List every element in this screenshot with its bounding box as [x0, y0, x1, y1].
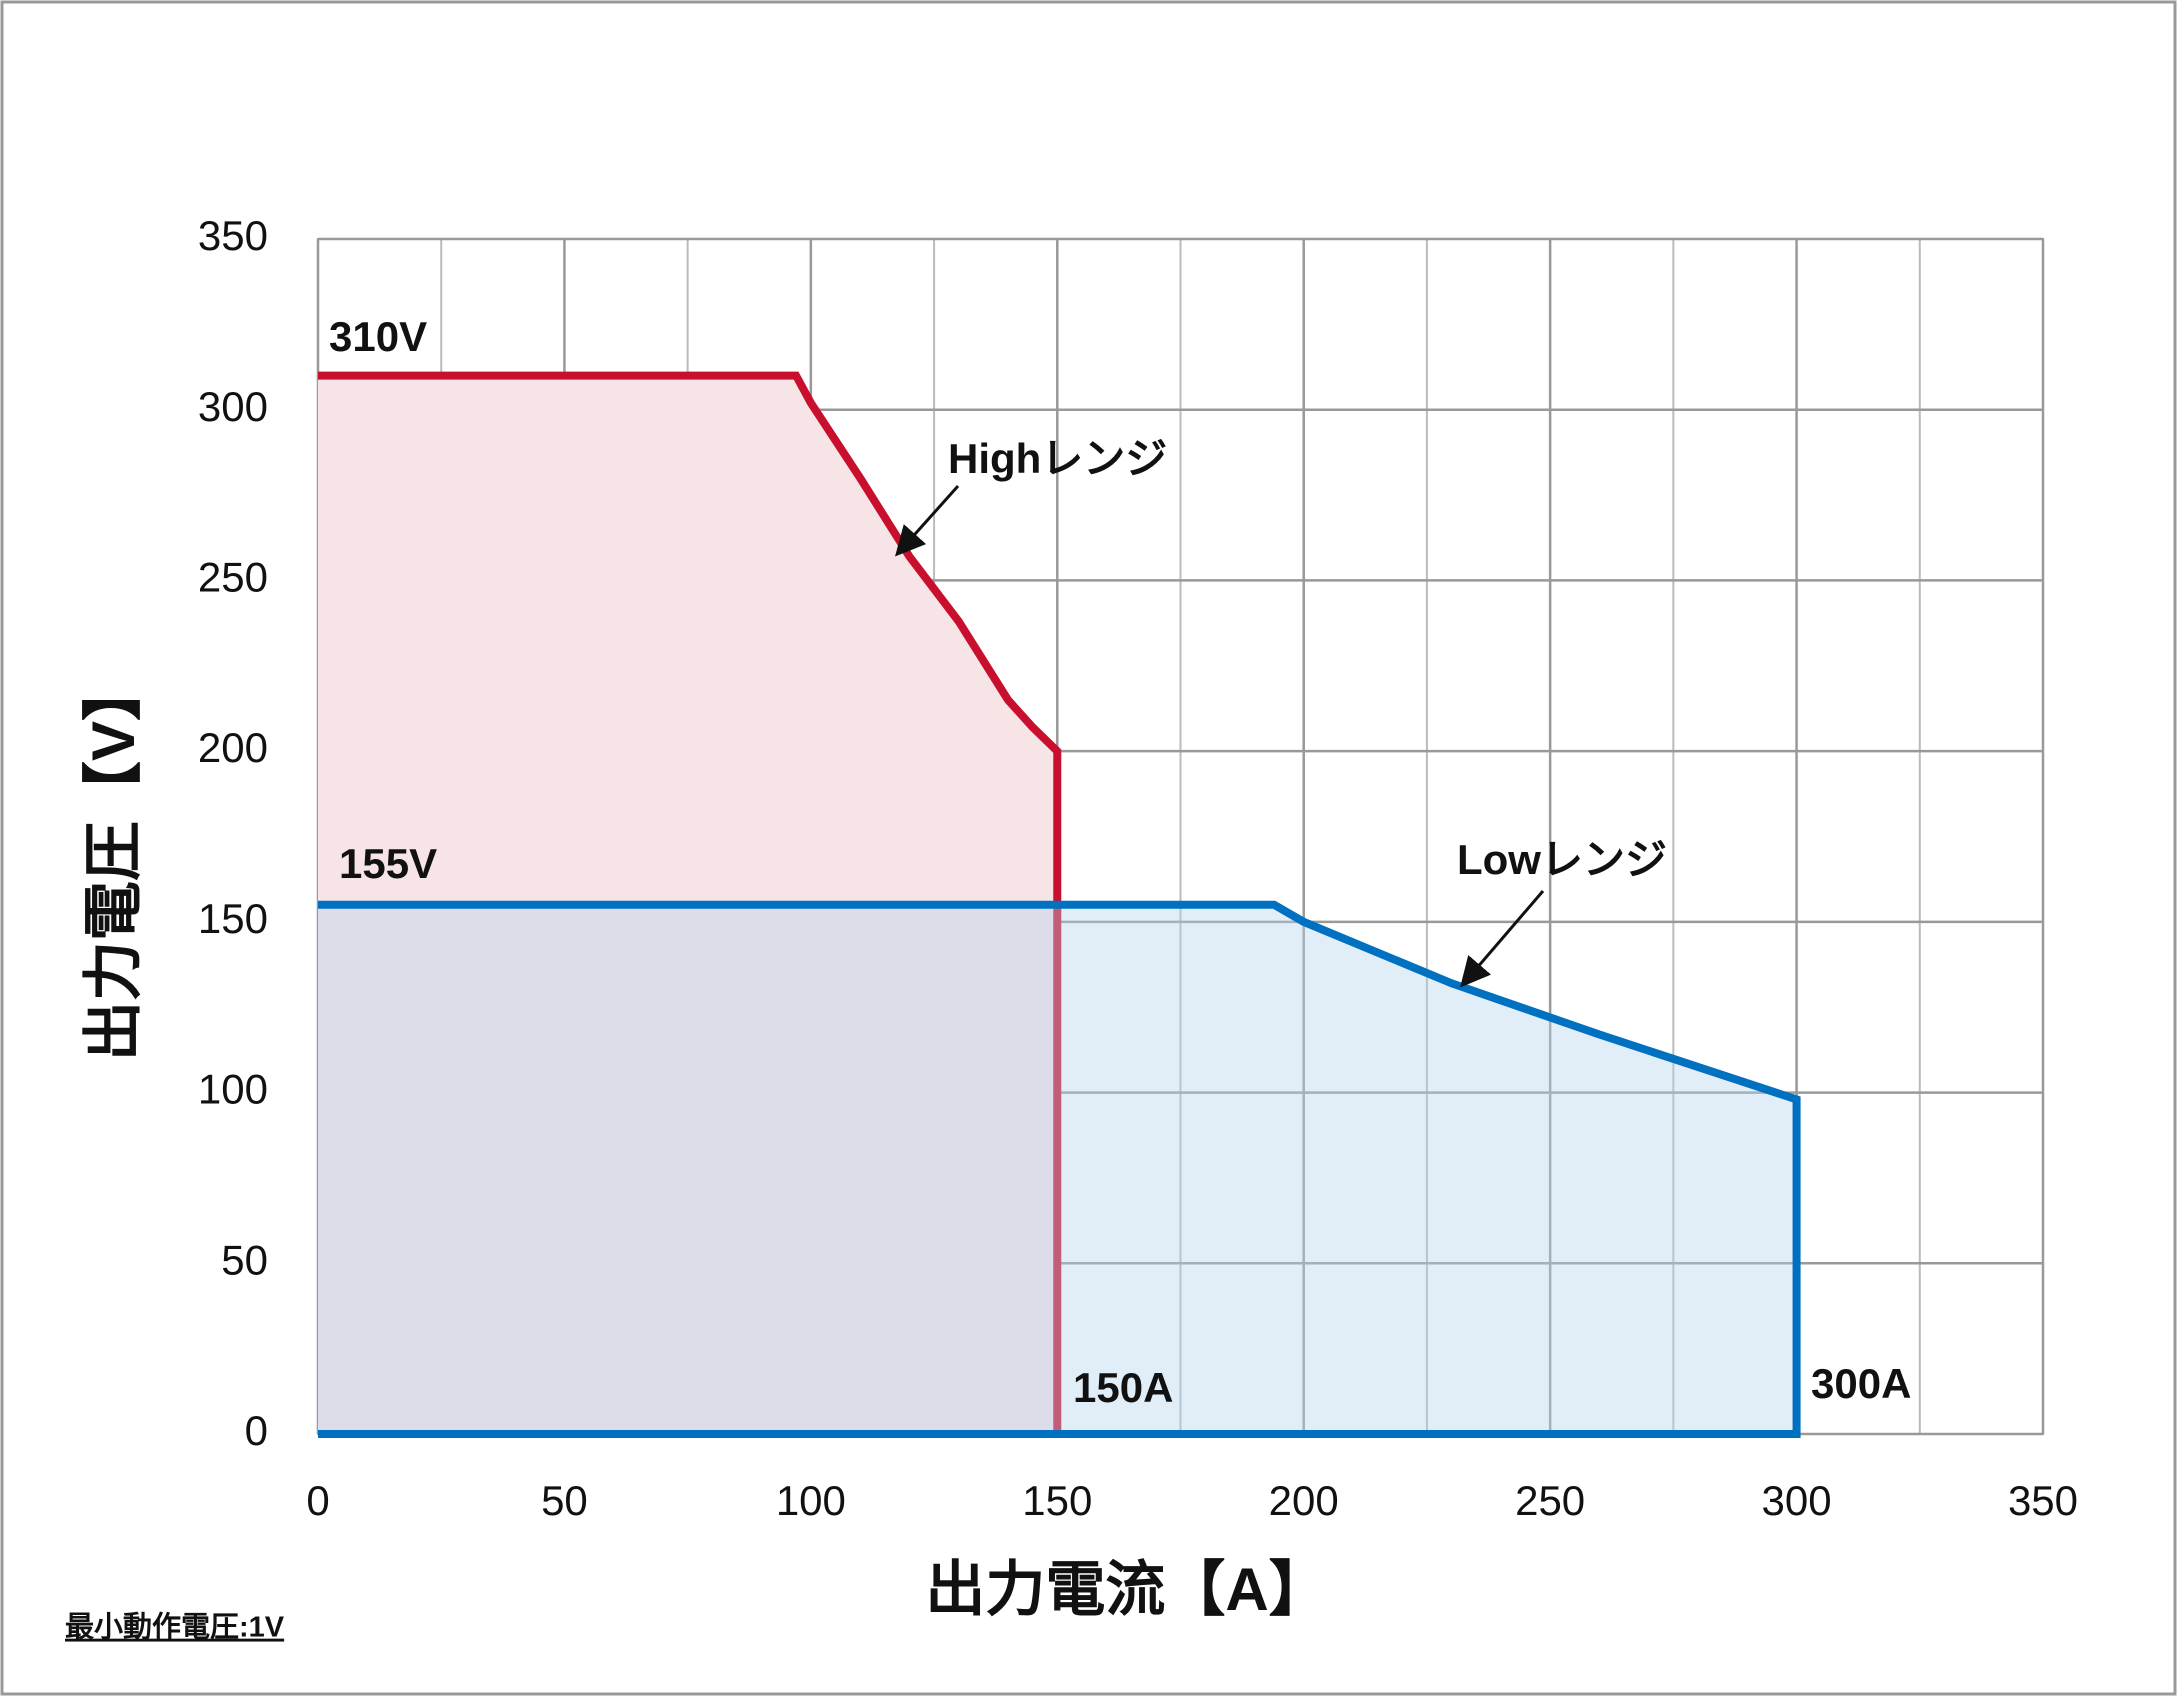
y-tick-label: 50	[221, 1236, 268, 1283]
y-tick-label: 0	[245, 1407, 268, 1454]
annotation: 150A	[1073, 1364, 1173, 1411]
x-tick-label: 200	[1269, 1477, 1339, 1524]
y-axis-title: 出力電圧【V】	[80, 661, 147, 1061]
series-label: Highレンジ	[948, 435, 1167, 482]
x-tick-label: 350	[2008, 1477, 2078, 1524]
y-tick-label: 300	[198, 383, 268, 430]
annotation-arrow	[1460, 890, 1545, 988]
y-tick-label: 250	[198, 554, 268, 601]
range-area	[318, 900, 1801, 1438]
annotation: 310V	[329, 313, 427, 360]
y-tick-label: 150	[198, 895, 268, 942]
x-axis-title: 出力電流【A】	[925, 1556, 1328, 1623]
x-tick-label: 150	[1022, 1477, 1092, 1524]
y-tick-label: 200	[198, 724, 268, 771]
x-tick-label: 50	[541, 1477, 588, 1524]
y-tick-label: 350	[198, 212, 268, 259]
x-tick-label: 0	[306, 1477, 329, 1524]
annotation-arrow	[895, 485, 960, 557]
annotation: 300A	[1811, 1360, 1911, 1407]
x-tick-label: 100	[776, 1477, 846, 1524]
x-tick-label: 250	[1515, 1477, 1585, 1524]
y-tick-label: 100	[198, 1066, 268, 1113]
x-tick-label: 300	[1762, 1477, 1832, 1524]
footnote: 最小動作電圧:1V	[65, 1611, 285, 1644]
series-label: Lowレンジ	[1457, 836, 1667, 883]
annotation: 155V	[339, 840, 437, 887]
